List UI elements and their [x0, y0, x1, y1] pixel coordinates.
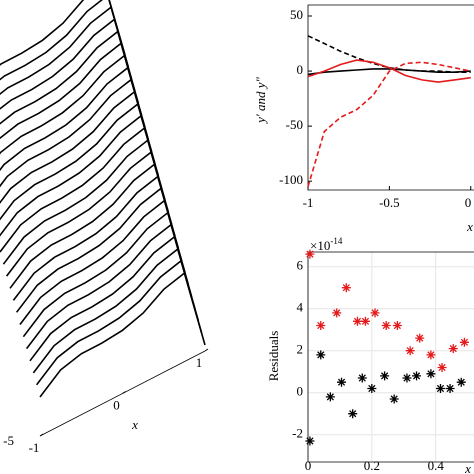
- y-tick-label: -2: [292, 426, 303, 441]
- curve: [0, 54, 146, 155]
- asterisk-point: [435, 384, 445, 393]
- curve: [29, 235, 196, 362]
- x-axis-label: x: [466, 219, 473, 234]
- asterisk-point: [357, 373, 367, 383]
- asterisk-point: [459, 337, 469, 347]
- multiplier-base: ×10: [310, 238, 330, 253]
- curve: [15, 187, 183, 313]
- y-tick-label: 2: [297, 342, 304, 357]
- x-axis-label: x: [131, 417, 138, 432]
- curve: [19, 199, 186, 325]
- curve: [35, 259, 203, 386]
- asterisk-point: [341, 283, 351, 293]
- asterisk-point: [448, 344, 458, 354]
- asterisk-point: [367, 384, 377, 393]
- asterisk-point: [437, 363, 447, 372]
- y-axis-label: Residuals: [266, 331, 281, 382]
- x-axis-label: x: [464, 461, 471, 474]
- asterisk-point: [415, 333, 425, 343]
- multiplier: ×10-14: [310, 236, 343, 253]
- line-series: [307, 68, 471, 76]
- curve: [25, 223, 193, 350]
- y-tick-label: 4: [297, 300, 304, 315]
- asterisk-point: [337, 377, 347, 387]
- curve: [0, 90, 156, 204]
- y-tick-label: 0: [297, 384, 304, 399]
- axes-box: [307, 251, 474, 463]
- x-tick: [122, 391, 126, 394]
- asterisk-point: [456, 377, 466, 387]
- asterisk-point: [426, 369, 436, 379]
- asterisk-point: [370, 308, 380, 318]
- asterisk-point: [305, 436, 315, 446]
- curve: [0, 5, 133, 95]
- curve: [0, 30, 140, 125]
- x-tick-label: 1: [196, 355, 203, 370]
- x-tick: [39, 433, 44, 437]
- curve: [32, 247, 200, 374]
- curve: [0, 78, 153, 188]
- x-tick-label: 0: [305, 458, 312, 473]
- y-tick-label: 0: [297, 62, 304, 77]
- curve: [5, 150, 173, 277]
- axes-box: [307, 4, 474, 191]
- asterisk-point: [426, 350, 436, 360]
- x-tick-label: 0: [465, 195, 472, 210]
- y-axis-label: y′ and y″: [253, 77, 268, 125]
- asterisk-point: [389, 394, 399, 404]
- asterisk-point: [360, 316, 370, 326]
- x-tick-label: 0.4: [428, 458, 445, 473]
- asterisk-point: [392, 321, 402, 330]
- curve: [0, 0, 130, 81]
- y-tick-label: 50: [290, 7, 303, 22]
- asterisk-point: [325, 392, 335, 402]
- curve: [9, 163, 176, 289]
- y-tick-label: -50: [286, 117, 303, 132]
- y-tick-label: -100: [279, 172, 303, 187]
- curve: [0, 102, 160, 221]
- curve: [12, 175, 180, 301]
- curve: [0, 114, 163, 237]
- asterisk-point: [348, 409, 358, 419]
- x-tick-label: -1: [29, 440, 40, 455]
- line-series: [307, 61, 471, 187]
- asterisk-point: [316, 350, 326, 360]
- x-tick-label: 0: [113, 397, 120, 412]
- asterisk-point: [412, 371, 422, 381]
- asterisk-point: [352, 316, 362, 326]
- asterisk-point: [305, 249, 315, 259]
- curve: [39, 271, 206, 398]
- curve: [2, 138, 170, 265]
- curve: [22, 211, 190, 338]
- asterisk-point: [402, 373, 412, 383]
- y-tick-label: -5: [3, 433, 14, 448]
- x-tick: [204, 348, 209, 352]
- curve: [0, 18, 136, 110]
- asterisk-point: [381, 321, 391, 330]
- curve: [0, 0, 126, 66]
- x-tick-label: -1: [303, 195, 314, 210]
- asterisk-point: [405, 346, 415, 356]
- asterisk-point: [332, 308, 342, 318]
- line-series: [307, 35, 471, 73]
- curve: [0, 42, 143, 140]
- curve: [0, 66, 150, 172]
- asterisk-point: [380, 371, 390, 381]
- asterisk-point: [445, 384, 455, 393]
- curve: [0, 126, 166, 253]
- x-tick-label: 0.2: [364, 458, 380, 473]
- y-tick-label: 6: [297, 258, 304, 273]
- multiplier-exponent: -14: [330, 236, 342, 246]
- asterisk-point: [316, 321, 326, 330]
- x-tick-label: -0.5: [379, 195, 400, 210]
- line-series: [307, 59, 471, 83]
